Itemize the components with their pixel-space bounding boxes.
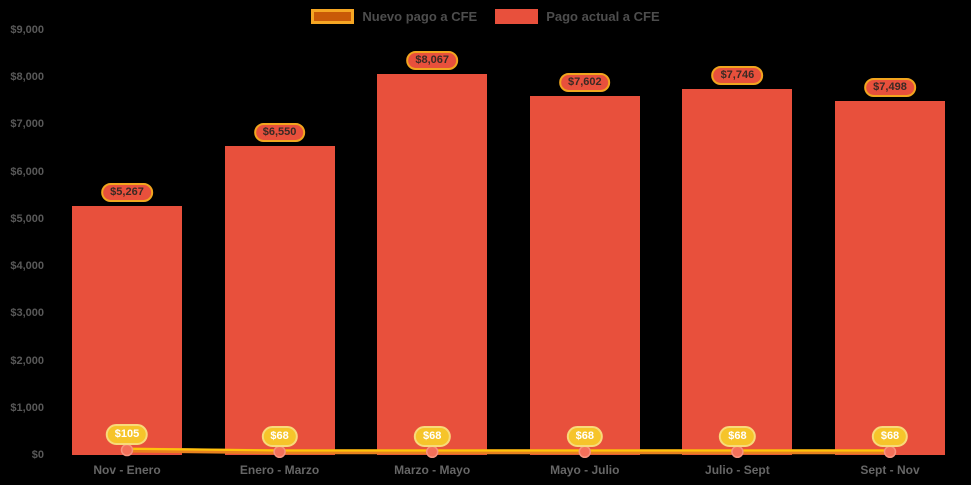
legend-item-pago-actual[interactable]: Pago actual a CFE bbox=[495, 8, 660, 24]
bar-pago-actual[interactable] bbox=[377, 74, 488, 455]
bar-pago-actual[interactable] bbox=[224, 145, 335, 455]
x-axis-category-label: Sept - Nov bbox=[860, 463, 920, 477]
legend-swatch-line-icon bbox=[311, 8, 355, 24]
x-axis-category-label: Julio - Sept bbox=[705, 463, 770, 477]
bar-pago-actual[interactable] bbox=[682, 89, 793, 455]
legend-label: Nuevo pago a CFE bbox=[362, 8, 478, 24]
bar-value-label: $7,746 bbox=[711, 66, 764, 86]
y-axis-tick-label: $6,000 bbox=[10, 165, 44, 178]
bar-value-label: $7,602 bbox=[558, 73, 611, 93]
bar-pago-actual[interactable] bbox=[835, 100, 945, 455]
bar-value-label: $7,498 bbox=[864, 77, 916, 97]
x-axis-category-label: Marzo - Mayo bbox=[394, 463, 471, 477]
y-axis-tick-label: $8,000 bbox=[10, 71, 44, 84]
y-axis-tick-label: $9,000 bbox=[10, 24, 44, 36]
legend-label: Pago actual a CFE bbox=[546, 8, 660, 24]
line-value-label: $68 bbox=[566, 425, 603, 447]
y-axis-tick-label: $7,000 bbox=[10, 118, 44, 131]
y-axis-tick-label: $1,000 bbox=[10, 401, 44, 414]
x-axis-category-label: Mayo - Julio bbox=[550, 463, 620, 477]
x-axis-category-label: Nov - Enero bbox=[93, 463, 161, 477]
x-axis-category-label: Enero - Marzo bbox=[239, 463, 320, 477]
line-value-label: $68 bbox=[871, 425, 909, 447]
bar-value-label: $8,067 bbox=[406, 51, 459, 71]
bar-pago-actual[interactable] bbox=[72, 206, 182, 455]
bar-value-label: $6,550 bbox=[253, 122, 306, 142]
y-axis-tick-label: $5,000 bbox=[10, 212, 44, 225]
line-value-label: $68 bbox=[719, 425, 756, 447]
legend: Nuevo pago a CFE Pago actual a CFE bbox=[0, 6, 971, 26]
y-axis-tick-label: $4,000 bbox=[10, 260, 44, 273]
legend-item-nuevo-pago[interactable]: Nuevo pago a CFE bbox=[311, 8, 478, 24]
line-value-label: $105 bbox=[105, 424, 149, 446]
legend-swatch-bar-icon bbox=[495, 8, 539, 24]
y-axis-tick-label: $2,000 bbox=[10, 354, 44, 367]
y-axis-tick-label: $3,000 bbox=[10, 307, 44, 320]
line-value-label: $68 bbox=[261, 425, 298, 447]
y-axis-tick-label: $0 bbox=[31, 449, 44, 461]
bar-value-label: $5,267 bbox=[101, 183, 153, 203]
line-value-label: $68 bbox=[414, 425, 451, 447]
bar-pago-actual[interactable] bbox=[529, 96, 640, 455]
